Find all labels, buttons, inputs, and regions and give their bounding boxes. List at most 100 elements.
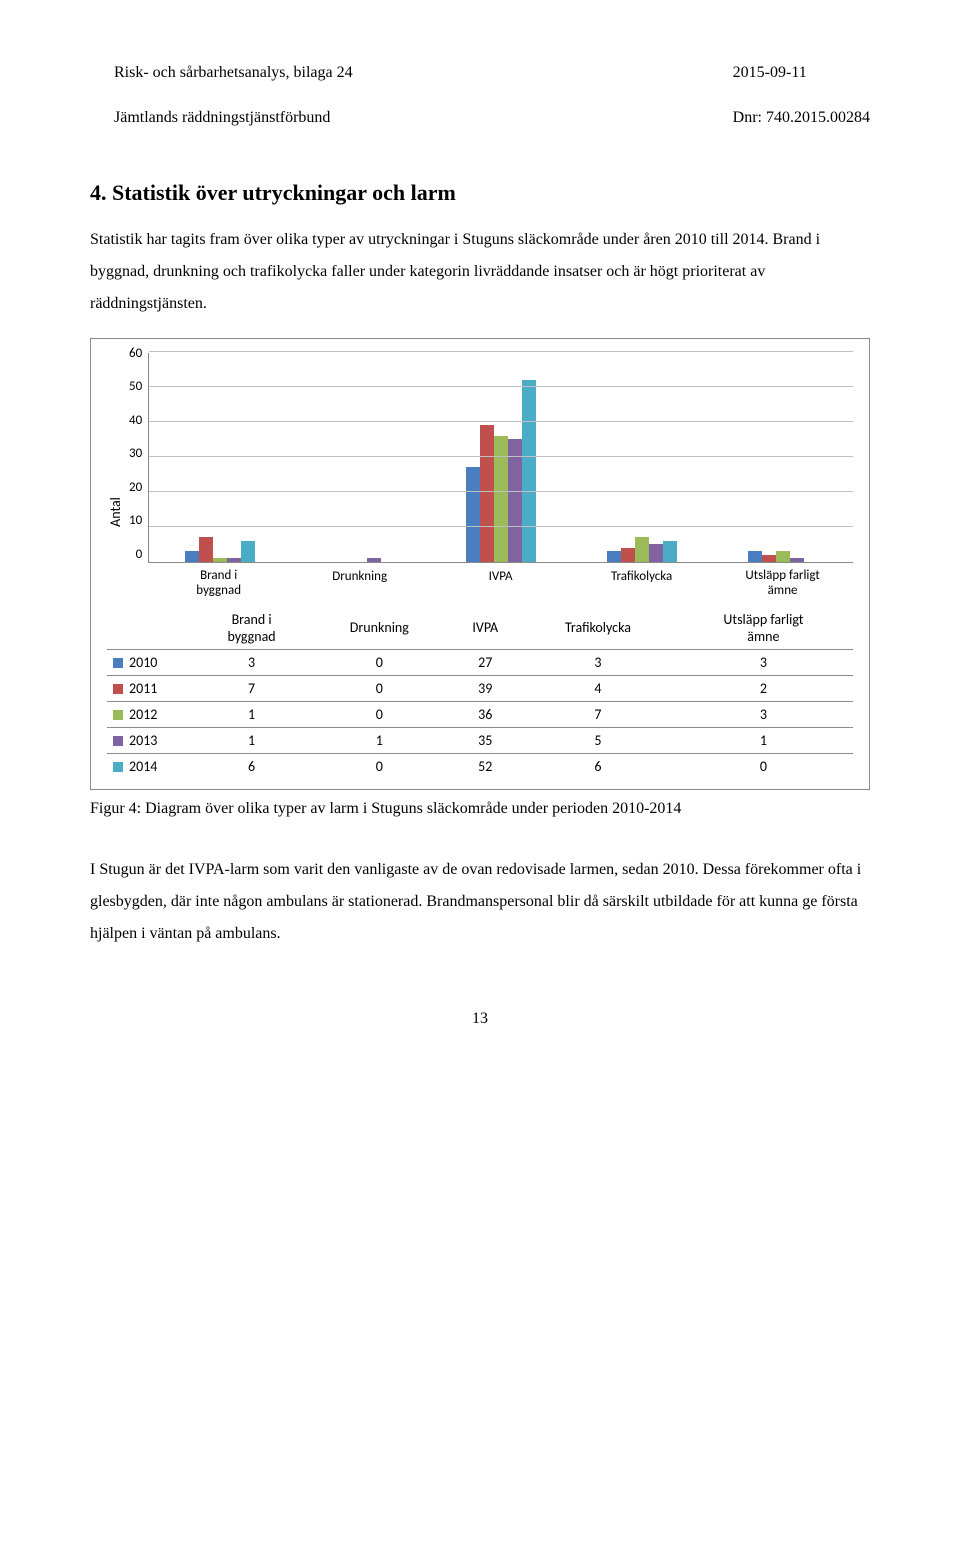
bar bbox=[663, 541, 677, 562]
table-cell: 4 bbox=[522, 675, 674, 701]
bar bbox=[635, 537, 649, 562]
table-cell: 1 bbox=[193, 701, 310, 727]
paragraph-1: Statistik har tagits fram över olika typ… bbox=[90, 224, 870, 320]
y-tick: 0 bbox=[129, 547, 142, 562]
bar bbox=[762, 555, 776, 562]
table-cell: 27 bbox=[449, 649, 523, 675]
bar-groups bbox=[149, 353, 853, 562]
table-cell: 35 bbox=[449, 727, 523, 753]
bar bbox=[508, 439, 522, 562]
chart-data-table: Brand ibyggnadDrunkningIVPATrafikolyckaU… bbox=[107, 607, 853, 779]
table-cell: 7 bbox=[193, 675, 310, 701]
table-row: 2013113551 bbox=[107, 727, 853, 753]
table-cell: 6 bbox=[193, 753, 310, 779]
figure-caption: Figur 4: Diagram över olika typer av lar… bbox=[90, 800, 870, 818]
bar bbox=[494, 436, 508, 562]
table-cell: 3 bbox=[522, 649, 674, 675]
page-header: Risk- och sårbarhetsanalys, bilaga 24 Jä… bbox=[90, 40, 870, 152]
legend-swatch bbox=[113, 684, 123, 694]
legend-year: 2011 bbox=[129, 680, 157, 697]
gridline bbox=[149, 491, 853, 492]
table-cell: 36 bbox=[449, 701, 523, 727]
table-header-cell: IVPA bbox=[449, 607, 523, 650]
x-label: IVPA bbox=[430, 569, 571, 599]
legend-cell: 2012 bbox=[107, 701, 193, 727]
table-cell: 3 bbox=[674, 701, 853, 727]
bar-group bbox=[431, 353, 572, 562]
chart-container: Antal 6050403020100 Brand ibyggnadDrunkn… bbox=[90, 338, 870, 790]
table-cell: 0 bbox=[674, 753, 853, 779]
table-cell: 39 bbox=[449, 675, 523, 701]
table-row: 2014605260 bbox=[107, 753, 853, 779]
legend-year: 2010 bbox=[129, 654, 157, 671]
header-left-line1: Risk- och sårbarhetsanalys, bilaga 24 bbox=[114, 64, 353, 81]
table-row: 2011 703942 bbox=[107, 675, 853, 701]
bar bbox=[241, 541, 255, 562]
legend-cell: 2010 bbox=[107, 649, 193, 675]
page-number: 13 bbox=[90, 1010, 870, 1028]
x-axis-labels: Brand ibyggnadDrunkningIVPATrafikolyckaU… bbox=[148, 569, 853, 599]
bar bbox=[790, 558, 804, 562]
bar bbox=[185, 551, 199, 562]
y-tick: 30 bbox=[129, 446, 142, 461]
table-cell: 0 bbox=[310, 753, 448, 779]
bar-group bbox=[149, 353, 290, 562]
x-label: Brand ibyggnad bbox=[148, 569, 289, 599]
bar-group bbox=[571, 353, 712, 562]
table-cell: 0 bbox=[310, 675, 448, 701]
y-axis-label: Antal bbox=[107, 389, 125, 635]
table-row: 2012103673 bbox=[107, 701, 853, 727]
header-left: Risk- och sårbarhetsanalys, bilaga 24 Jä… bbox=[90, 40, 353, 152]
legend-cell: 2013 bbox=[107, 727, 193, 753]
header-left-line2: Jämtlands räddningstjänstförbund bbox=[114, 109, 330, 126]
table-cell: 2 bbox=[674, 675, 853, 701]
header-right-line1: 2015-09-11 bbox=[733, 64, 807, 81]
table-cell: 3 bbox=[193, 649, 310, 675]
table-cell: 1 bbox=[193, 727, 310, 753]
legend-cell: 2011 bbox=[107, 675, 193, 701]
legend-swatch bbox=[113, 710, 123, 720]
x-label: Trafikolycka bbox=[571, 569, 712, 599]
table-cell: 1 bbox=[674, 727, 853, 753]
gridline bbox=[149, 421, 853, 422]
table-cell: 1 bbox=[310, 727, 448, 753]
table-header-cell: Drunkning bbox=[310, 607, 448, 650]
bar bbox=[227, 558, 241, 562]
legend-year: 2012 bbox=[129, 706, 157, 723]
bar bbox=[607, 551, 621, 562]
bar bbox=[466, 467, 480, 562]
gridline bbox=[149, 456, 853, 457]
bar-group bbox=[290, 353, 431, 562]
bar bbox=[213, 558, 227, 562]
bar bbox=[748, 551, 762, 562]
page: Risk- och sårbarhetsanalys, bilaga 24 Jä… bbox=[0, 0, 960, 1068]
table-header-cell: Utsläpp farligtämne bbox=[674, 607, 853, 650]
header-right-line2: Dnr: 740.2015.00284 bbox=[733, 109, 870, 126]
paragraph-2: I Stugun är det IVPA-larm som varit den … bbox=[90, 854, 870, 950]
gridline bbox=[149, 351, 853, 352]
table-row: 2010302733 bbox=[107, 649, 853, 675]
legend-cell: 2014 bbox=[107, 753, 193, 779]
gridline bbox=[149, 386, 853, 387]
header-right: 2015-09-11 Dnr: 740.2015.00284 bbox=[709, 40, 870, 152]
table-header-cell: Trafikolycka bbox=[522, 607, 674, 650]
table-header-row: Brand ibyggnadDrunkningIVPATrafikolyckaU… bbox=[107, 607, 853, 650]
table-cell: 5 bbox=[522, 727, 674, 753]
y-tick: 10 bbox=[129, 513, 142, 528]
y-tick: 40 bbox=[129, 413, 142, 428]
table-cell: 52 bbox=[449, 753, 523, 779]
legend-year: 2014 bbox=[129, 758, 157, 775]
x-label: Utsläpp farligtämne bbox=[712, 569, 853, 599]
legend-swatch bbox=[113, 736, 123, 746]
y-axis-ticks: 6050403020100 bbox=[125, 346, 148, 562]
table-cell: 7 bbox=[522, 701, 674, 727]
bar bbox=[367, 558, 381, 562]
plot-wrap: Brand ibyggnadDrunkningIVPATrafikolyckaU… bbox=[148, 353, 853, 599]
y-tick: 20 bbox=[129, 480, 142, 495]
legend-swatch bbox=[113, 658, 123, 668]
y-tick: 60 bbox=[129, 346, 142, 361]
bar-group bbox=[712, 353, 853, 562]
gridline bbox=[149, 526, 853, 527]
table-header-cell: Brand ibyggnad bbox=[193, 607, 310, 650]
bar bbox=[649, 544, 663, 562]
